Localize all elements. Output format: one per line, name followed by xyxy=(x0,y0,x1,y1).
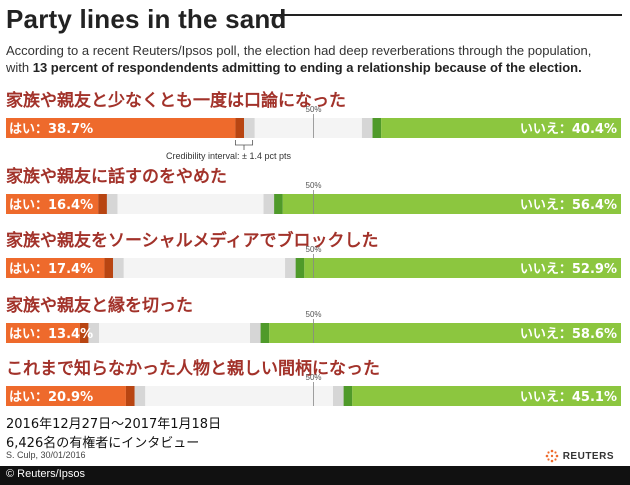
midpoint-label-5: 50% xyxy=(306,373,322,382)
copyright-text: © Reuters/Ipsos xyxy=(6,468,86,480)
midpoint-label-4: 50% xyxy=(306,310,322,319)
question-label-3: 家族や親友をソーシャルメディアでブロックした xyxy=(6,231,379,251)
yes-bar-5 xyxy=(6,386,126,406)
yes-value-label-1: はい：38.7% xyxy=(9,122,93,137)
yes-bar-4 xyxy=(6,323,80,343)
midpoint-label-1: 50% xyxy=(306,105,322,114)
reuters-logo-text: REUTERS xyxy=(562,450,614,462)
no-value-label-3: いいえ：52.9% xyxy=(520,262,617,277)
question-label-1: 家族や親友と少なくとも一度は口論になった xyxy=(6,91,346,111)
yes-value-label-3: はい：17.4% xyxy=(9,262,93,277)
credibility-label: Credibility interval: ± 1.4 pct pts xyxy=(166,151,291,161)
midpoint-label-3: 50% xyxy=(306,245,322,254)
subtitle-intro: According to a recent Reuters/Ipsos poll… xyxy=(6,43,592,75)
no-margin-2 xyxy=(274,194,283,214)
midpoint-label-2: 50% xyxy=(306,181,322,190)
yes-margin-2 xyxy=(98,194,107,214)
copyright-bar: © Reuters/Ipsos xyxy=(0,466,630,485)
survey-sample-size: 6,426名の有権者にインタビュー xyxy=(6,436,200,451)
no-bar-2 xyxy=(282,194,621,214)
no-bar-1 xyxy=(381,118,621,138)
subtitle-emphasis: 13 percent of respondendents admitting t… xyxy=(32,60,582,75)
yes-value-label-4: はい：13.4% xyxy=(9,327,93,342)
yes-margin-3 xyxy=(104,258,114,278)
yes-value-label-5: はい：20.9% xyxy=(9,390,93,405)
no-margin-1 xyxy=(372,118,382,138)
no-bar-3 xyxy=(304,258,621,278)
credibility-bracket xyxy=(234,140,254,150)
chart-title: Party lines in the sand xyxy=(6,4,287,34)
yes-margin-4 xyxy=(79,323,89,343)
no-value-label-5: いいえ：45.1% xyxy=(520,390,617,405)
yes-value-label-2: はい：16.4% xyxy=(9,198,93,213)
yes-bar-2 xyxy=(6,194,99,214)
no-bar-5 xyxy=(352,386,621,406)
yes-bar-1 xyxy=(6,118,236,138)
yes-margin-1 xyxy=(235,118,245,138)
reuters-logo: REUTERS xyxy=(545,449,614,463)
no-value-label-1: いいえ：40.4% xyxy=(520,122,617,137)
title-rule xyxy=(270,14,622,16)
no-margin-3 xyxy=(295,258,305,278)
no-value-label-4: いいえ：58.6% xyxy=(520,327,617,342)
no-value-label-2: いいえ：56.4% xyxy=(520,198,617,213)
question-label-5: これまで知らなかった人物と親しい間柄になった xyxy=(6,359,380,379)
graphic-credit: S. Culp, 30/01/2016 xyxy=(6,450,86,460)
question-label-2: 家族や親友に話すのをやめた xyxy=(6,167,227,187)
no-bar-4 xyxy=(269,323,621,343)
no-margin-4 xyxy=(260,323,270,343)
yes-bar-3 xyxy=(6,258,105,278)
no-margin-5 xyxy=(343,386,353,406)
reuters-dots-icon xyxy=(545,449,559,463)
survey-date-range: 2016年12月27日〜2017年1月18日 xyxy=(6,417,222,432)
question-label-4: 家族や親友と縁を切った xyxy=(6,296,193,316)
yes-margin-5 xyxy=(125,386,135,406)
chart-subtitle: According to a recent Reuters/Ipsos poll… xyxy=(6,42,618,76)
